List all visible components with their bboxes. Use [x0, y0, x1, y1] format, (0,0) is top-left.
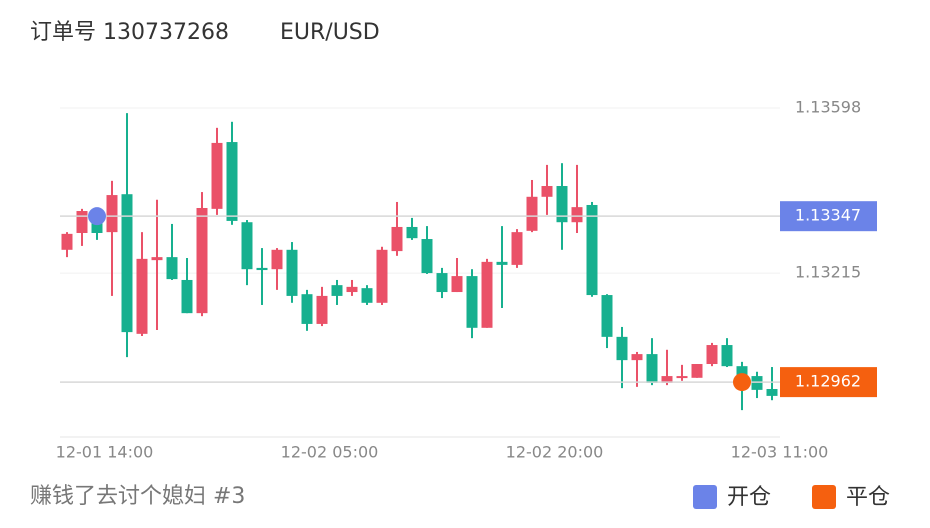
candle-body: [61, 233, 73, 250]
candle-body: [541, 186, 553, 197]
candle-body: [391, 226, 403, 252]
candle-body: [286, 249, 298, 296]
candle-body: [646, 354, 658, 383]
candle-body: [241, 222, 253, 270]
candle-body: [526, 196, 538, 231]
candle-body: [181, 279, 193, 314]
candle-body: [196, 207, 208, 314]
candle-body: [376, 249, 388, 303]
candle-body: [301, 294, 313, 324]
x-tick-label: 12-01 14:00: [56, 443, 154, 462]
candle-body: [406, 226, 418, 239]
price-box: [780, 201, 877, 232]
candle-body: [601, 295, 613, 337]
candle-body: [496, 261, 508, 265]
candle-body: [106, 195, 118, 233]
x-tick-label: 12-02 05:00: [281, 443, 379, 462]
candle-body: [121, 194, 133, 333]
price-label: 1.12962: [795, 372, 861, 391]
candle-body: [691, 364, 703, 378]
candle-body: [481, 261, 493, 328]
candle-body: [586, 204, 598, 296]
candle-body: [346, 286, 358, 293]
caption: 赚钱了去讨个媳妇 #3: [30, 484, 245, 509]
candle-body: [466, 276, 478, 328]
legend-swatch: [812, 485, 836, 509]
candle-body: [211, 142, 223, 209]
candle-body: [451, 276, 463, 293]
symbol: EUR/USD: [280, 20, 380, 45]
candle-body: [226, 142, 238, 221]
legend-label: 平仓: [846, 485, 890, 510]
candle-body: [736, 366, 748, 378]
candle-body: [661, 376, 673, 383]
candle-body: [631, 354, 643, 361]
candle-body: [616, 336, 628, 361]
candle-body: [316, 295, 328, 324]
candle-body: [571, 207, 583, 223]
x-tick-label: 12-03 11:00: [731, 443, 829, 462]
candle-body: [511, 232, 523, 265]
order-number: 订单号 130737268: [30, 20, 229, 45]
candle-body: [436, 273, 448, 293]
candle-body: [676, 376, 688, 379]
candle-body: [166, 257, 178, 280]
candle-body: [751, 376, 763, 390]
price-box: [780, 367, 877, 398]
candle-body: [721, 345, 733, 367]
trade-marker: [88, 207, 106, 226]
legend-label: 开仓: [727, 485, 771, 510]
candle-body: [766, 389, 778, 396]
candle-body: [331, 285, 343, 296]
candle-body: [421, 239, 433, 274]
y-tick-label: 1.13215: [795, 263, 861, 282]
candle-body: [151, 257, 163, 261]
legend-swatch: [693, 485, 717, 509]
candle-body: [271, 249, 283, 270]
candle-body: [361, 288, 373, 303]
candle-body: [136, 258, 148, 334]
candle-body: [256, 267, 268, 271]
y-tick-label: 1.13598: [795, 98, 861, 117]
candle-body: [76, 211, 88, 233]
x-tick-label: 12-02 20:00: [506, 443, 604, 462]
trade-marker: [733, 373, 751, 392]
candle-body: [556, 186, 568, 223]
candle-body: [706, 345, 718, 365]
price-label: 1.13347: [795, 206, 861, 225]
